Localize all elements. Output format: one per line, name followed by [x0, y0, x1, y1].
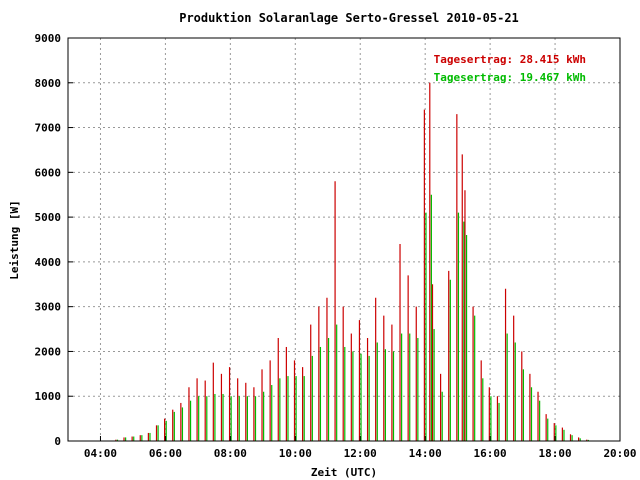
x-axis: 04:00 06:00 08:00 10:00 12:00 14:00 16:00 18:00…	[84, 436, 637, 460]
legend-green-series: Tagesertrag: 19.467 kWh	[434, 71, 586, 84]
y-axis: 0 1000 2000 3000 4000 5000 6000 7000 8000 9000	[35, 32, 73, 448]
x-tick-label: 04:00	[84, 447, 117, 460]
y-tick-label: 9000	[35, 32, 62, 45]
x-tick-label: 06:00	[149, 447, 182, 460]
y-axis-label: Leistung [W]	[8, 200, 21, 279]
green-bars	[116, 194, 589, 441]
legend-red-series: Tagesertrag: 28.415 kWh	[434, 53, 586, 66]
x-tick-label: 18:00	[538, 447, 571, 460]
x-tick-label: 20:00	[603, 447, 636, 460]
plot-frame	[67, 37, 621, 442]
grid	[68, 38, 620, 441]
y-tick-label: 0	[54, 435, 61, 448]
red-bars	[115, 82, 588, 441]
x-axis-label: Zeit (UTC)	[311, 466, 377, 479]
y-tick-label: 6000	[35, 166, 62, 179]
x-tick-label: 12:00	[344, 447, 377, 460]
y-tick-label: 4000	[35, 256, 62, 269]
chart-title: Produktion Solaranlage Serto-Gressel 201…	[179, 11, 519, 25]
y-tick-label: 8000	[35, 77, 62, 90]
x-tick-label: 16:00	[474, 447, 507, 460]
y-tick-label: 7000	[35, 122, 62, 135]
y-tick-label: 3000	[35, 301, 62, 314]
y-tick-label: 2000	[35, 345, 62, 358]
y-tick-label: 1000	[35, 390, 62, 403]
x-tick-label: 08:00	[214, 447, 247, 460]
x-tick-label: 10:00	[279, 447, 312, 460]
y-tick-label: 5000	[35, 211, 62, 224]
x-tick-label: 14:00	[409, 447, 442, 460]
